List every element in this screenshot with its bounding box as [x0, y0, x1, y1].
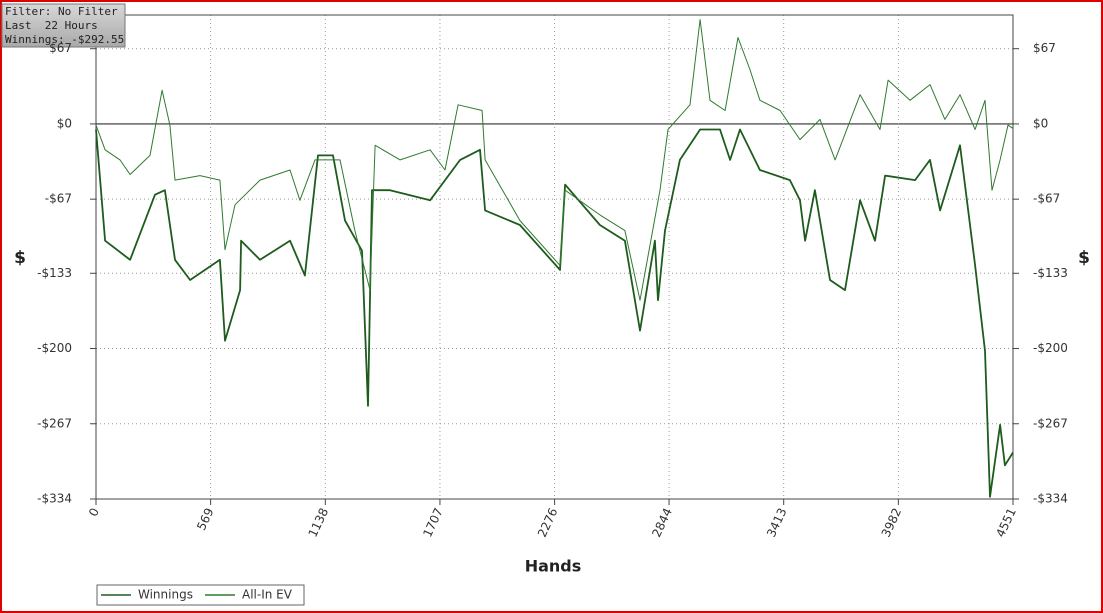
y2-tick-label: -$133 [1033, 266, 1068, 280]
y-tick-label: -$133 [37, 266, 72, 280]
info-period: Last 22 Hours [5, 19, 98, 32]
y2-tick-label: -$334 [1033, 492, 1068, 506]
series-line [95, 19, 1014, 301]
series-line [95, 128, 1014, 498]
y2-tick-label: -$267 [1033, 416, 1068, 430]
y-tick-label: -$67 [45, 192, 72, 206]
y-axis-label: $ [14, 248, 26, 268]
legend-items: Winnings All-In EV [101, 588, 293, 602]
legend [96, 584, 305, 606]
lines [95, 19, 1014, 498]
y2-tick-label: -$67 [1033, 192, 1060, 206]
y2-tick-label: $67 [1033, 41, 1056, 55]
y-tick-label: -$200 [37, 341, 72, 355]
y-tick-label: $67 [49, 41, 72, 55]
x-axis-label: Hands [525, 557, 582, 576]
y2-tick-label: $0 [1033, 116, 1048, 130]
y2-tick-label: -$200 [1033, 341, 1068, 355]
y2-axis-label: $ [1078, 248, 1090, 268]
legend-label: Winnings [138, 588, 193, 602]
y-tick-label: $0 [57, 116, 72, 130]
info-winnings: Winnings: -$292.55 [5, 33, 124, 46]
plot-border [95, 14, 1014, 500]
y-tick-label: -$267 [37, 416, 72, 430]
y-tick-label: -$334 [37, 492, 72, 506]
grid [90, 15, 1019, 505]
info-filter: Filter: No Filter [5, 5, 118, 18]
info-box [1, 3, 126, 48]
legend-label: All-In EV [242, 588, 293, 602]
